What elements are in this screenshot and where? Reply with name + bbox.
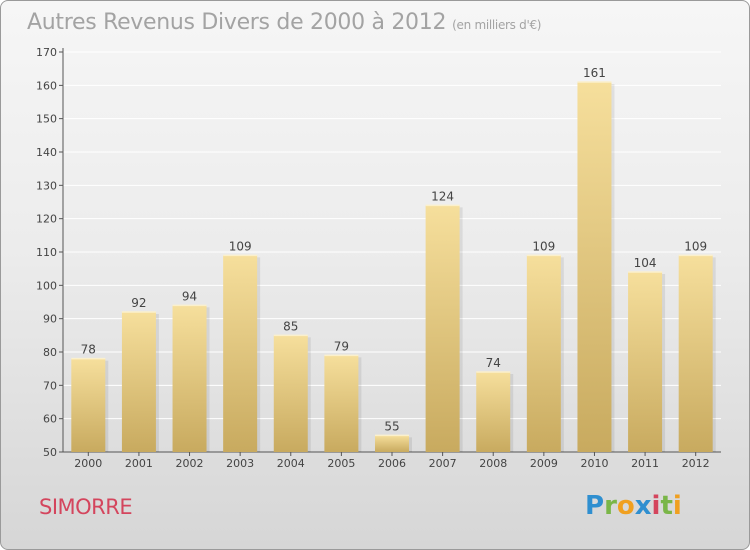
- bar: [678, 255, 713, 452]
- data-label: 94: [182, 289, 197, 303]
- place-name: SIMORRE: [39, 495, 133, 519]
- chart-subtitle: (en milliers d'€): [452, 18, 542, 32]
- bar: [526, 255, 561, 452]
- chart-title: Autres Revenus Divers de 2000 à 2012 (en …: [27, 10, 541, 35]
- data-label: 92: [131, 296, 146, 310]
- x-tick-label: 2007: [429, 457, 457, 470]
- x-tick-label: 2004: [277, 457, 305, 470]
- chart-title-text: Autres Revenus Divers de 2000 à 2012: [27, 10, 447, 35]
- logo-letter: t: [660, 491, 673, 521]
- y-tick-label: 100: [36, 279, 57, 292]
- y-tick-label: 170: [36, 46, 57, 59]
- x-tick-label: 2009: [530, 457, 558, 470]
- data-label: 109: [532, 239, 555, 253]
- x-tick-label: 2003: [226, 457, 254, 470]
- bar: [577, 82, 612, 452]
- x-tick-label: 2010: [580, 457, 608, 470]
- x-tick-label: 2011: [631, 457, 659, 470]
- y-tick-label: 90: [43, 313, 57, 326]
- logo-letter: x: [634, 491, 652, 521]
- x-tick-label: 2001: [125, 457, 153, 470]
- logo-letter: i: [672, 491, 682, 521]
- bar: [425, 205, 460, 452]
- y-tick-label: 140: [36, 146, 57, 159]
- bar: [375, 435, 409, 452]
- x-tick-label: 2002: [176, 457, 204, 470]
- bar: [223, 255, 258, 452]
- bar: [324, 355, 359, 452]
- data-label: 79: [334, 339, 349, 353]
- bar: [172, 305, 207, 452]
- y-tick-label: 70: [43, 379, 57, 392]
- x-tick-label: 2006: [378, 457, 406, 470]
- grid-lines: [63, 51, 721, 420]
- logo-letter: o: [616, 491, 635, 521]
- data-label: 109: [684, 239, 707, 253]
- data-label: 109: [229, 239, 252, 253]
- x-tick-label: 2005: [327, 457, 355, 470]
- bar: [71, 358, 106, 452]
- y-tick-label: 150: [36, 113, 57, 126]
- bar: [476, 372, 511, 452]
- data-label: 74: [486, 356, 501, 370]
- y-tick-label: 120: [36, 213, 57, 226]
- y-tick-label: 50: [43, 446, 57, 459]
- proxiti-logo: Proxiti: [585, 491, 682, 521]
- y-tick-label: 130: [36, 179, 57, 192]
- y-tick-label: 160: [36, 79, 57, 92]
- bar: [121, 312, 156, 452]
- logo-letter: P: [585, 491, 605, 521]
- data-label: 161: [583, 66, 606, 80]
- data-label: 78: [81, 343, 96, 357]
- data-label: 124: [431, 189, 454, 203]
- data-label: 85: [283, 319, 298, 333]
- logo-letter: r: [604, 491, 617, 521]
- bar: [628, 272, 663, 452]
- y-tick-label: 60: [43, 413, 57, 426]
- bars: [71, 81, 716, 452]
- y-tick-label: 80: [43, 346, 57, 359]
- y-tick-label: 110: [36, 246, 57, 259]
- bar: [273, 335, 308, 452]
- data-label: 104: [634, 256, 657, 270]
- data-label: 55: [384, 419, 399, 433]
- x-tick-label: 2012: [682, 457, 710, 470]
- labels: 50 60 70 80 90 100 110 120 130 140 150 160 170 78 2000…: [36, 46, 710, 470]
- x-tick-label: 2000: [74, 457, 102, 470]
- logo-letter: i: [651, 491, 661, 521]
- x-tick-label: 2008: [479, 457, 507, 470]
